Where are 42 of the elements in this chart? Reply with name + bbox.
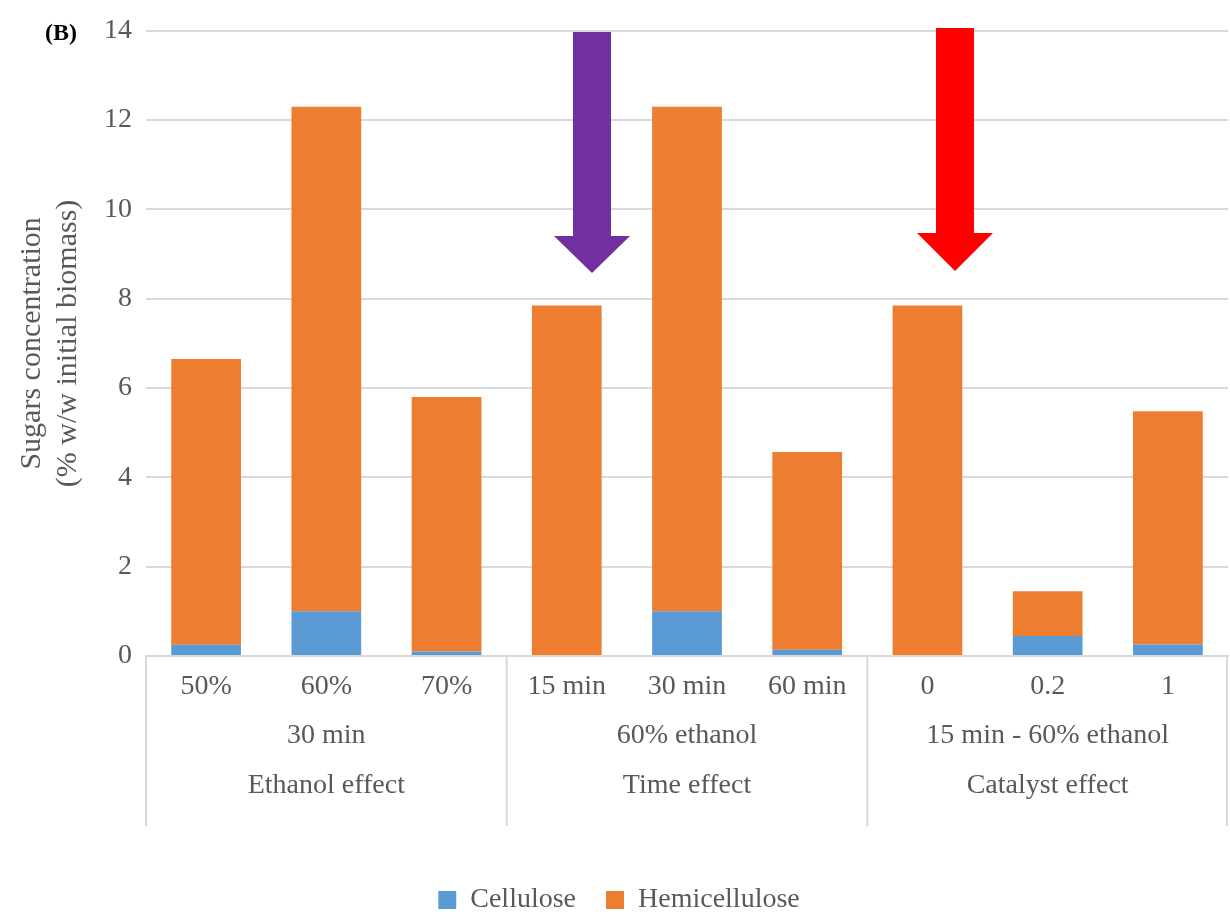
bar: [652, 106, 722, 612]
x-tick-label: 50%: [180, 669, 232, 701]
y-tick-label: 2: [118, 549, 132, 581]
y-axis-title: Sugars concentration (% w/w initial biomass): [12, 199, 83, 488]
x-tick-label: 15 min: [527, 669, 607, 701]
text: 30 min: [287, 718, 366, 750]
bar: [772, 649, 843, 655]
x-tick-label: 60 min: [767, 669, 847, 701]
bar: [291, 106, 362, 612]
chart-title: (B): [45, 19, 77, 46]
y-tick-label: 14: [104, 13, 132, 45]
y-tick-label: 0: [118, 638, 132, 670]
bar: [892, 305, 963, 655]
bar: [1133, 411, 1203, 645]
y-tick-label: 8: [118, 281, 132, 313]
y-tick-label: 10: [104, 191, 132, 223]
bar: [411, 396, 482, 652]
legend-label: Cellulose: [470, 882, 577, 914]
bar: [652, 611, 722, 655]
x-tick-label: 0.2: [1030, 669, 1066, 701]
bar: [171, 644, 241, 655]
x-tick-label: 70%: [420, 669, 473, 701]
bar: [772, 451, 843, 650]
bar: [291, 611, 362, 655]
text: Ethanol effect: [247, 768, 406, 800]
text: Time effect: [622, 768, 752, 800]
y-tick-label: 4: [118, 459, 132, 491]
x-tick-label: 30 min: [647, 669, 727, 701]
bar: [1012, 635, 1083, 655]
bar: [171, 359, 241, 645]
x-tick-label: 1: [1160, 669, 1175, 701]
x-tick-label: 0: [920, 669, 935, 701]
bar: [1133, 644, 1203, 655]
text: Catalyst effect: [966, 768, 1129, 800]
text: 60% ethanol: [616, 718, 758, 750]
bar: [1012, 591, 1083, 636]
x-tick-label: 60%: [300, 669, 352, 701]
y-tick-label: 12: [104, 102, 132, 134]
text: 15 min - 60% ethanol: [926, 718, 1170, 750]
legend-label: Hemicellulose: [638, 882, 800, 914]
y-tick-label: 6: [118, 370, 132, 402]
bar: [531, 305, 602, 655]
